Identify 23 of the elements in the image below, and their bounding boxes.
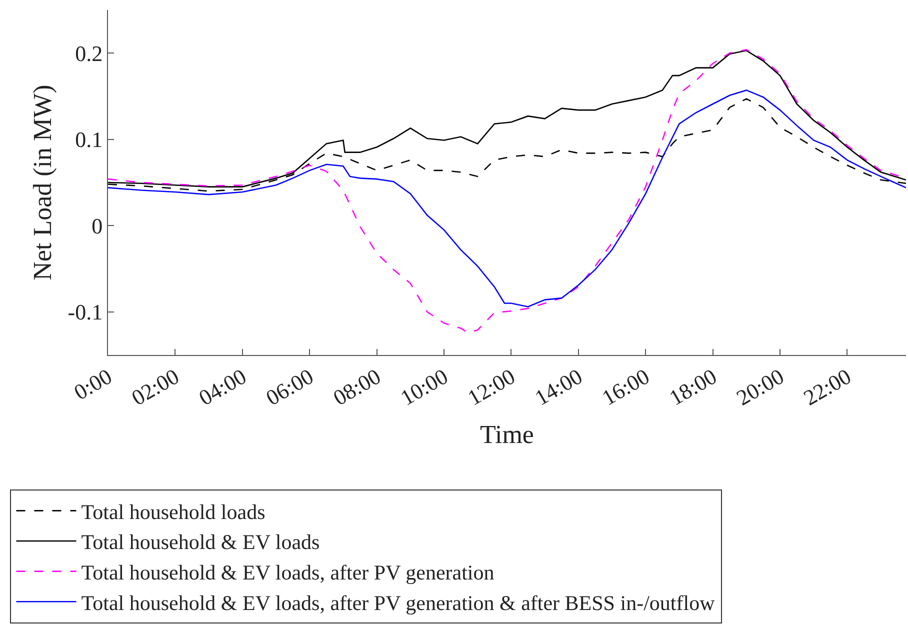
y-tick-label: 0 <box>92 213 103 238</box>
x-tick-label: 08:00 <box>328 364 385 410</box>
x-tick-label: 06:00 <box>262 364 318 410</box>
legend-label: Total household & EV loads, after PV generation & after BESS in-/outflow <box>81 590 716 615</box>
x-tick-label: 20:00 <box>732 364 788 410</box>
y-tick-label: -0.1 <box>68 300 103 325</box>
x-tick-label: 04:00 <box>194 364 250 410</box>
legend-label: Total household & EV loads, after PV generation <box>81 560 495 584</box>
legend-label: Total household & EV loads <box>81 530 320 554</box>
legend-label: Total household loads <box>81 500 266 524</box>
x-tick-label: 14:00 <box>530 364 586 410</box>
line-series <box>108 90 906 308</box>
x-tick-label: 0:00 <box>70 364 116 405</box>
x-tick-label: 22:00 <box>799 364 856 410</box>
x-axis-title: Time <box>480 420 534 450</box>
x-tick-label: 02:00 <box>127 364 184 410</box>
y-tick-label: 0.1 <box>75 127 103 152</box>
x-tick-label: 10:00 <box>396 364 452 410</box>
y-axis-title: Net Load (in MW) <box>28 84 58 280</box>
x-tick-label: 18:00 <box>664 364 721 410</box>
x-tick-label: 16:00 <box>598 364 654 410</box>
x-tick-label: 12:00 <box>463 364 520 410</box>
y-tick-label: 0.2 <box>75 40 103 66</box>
